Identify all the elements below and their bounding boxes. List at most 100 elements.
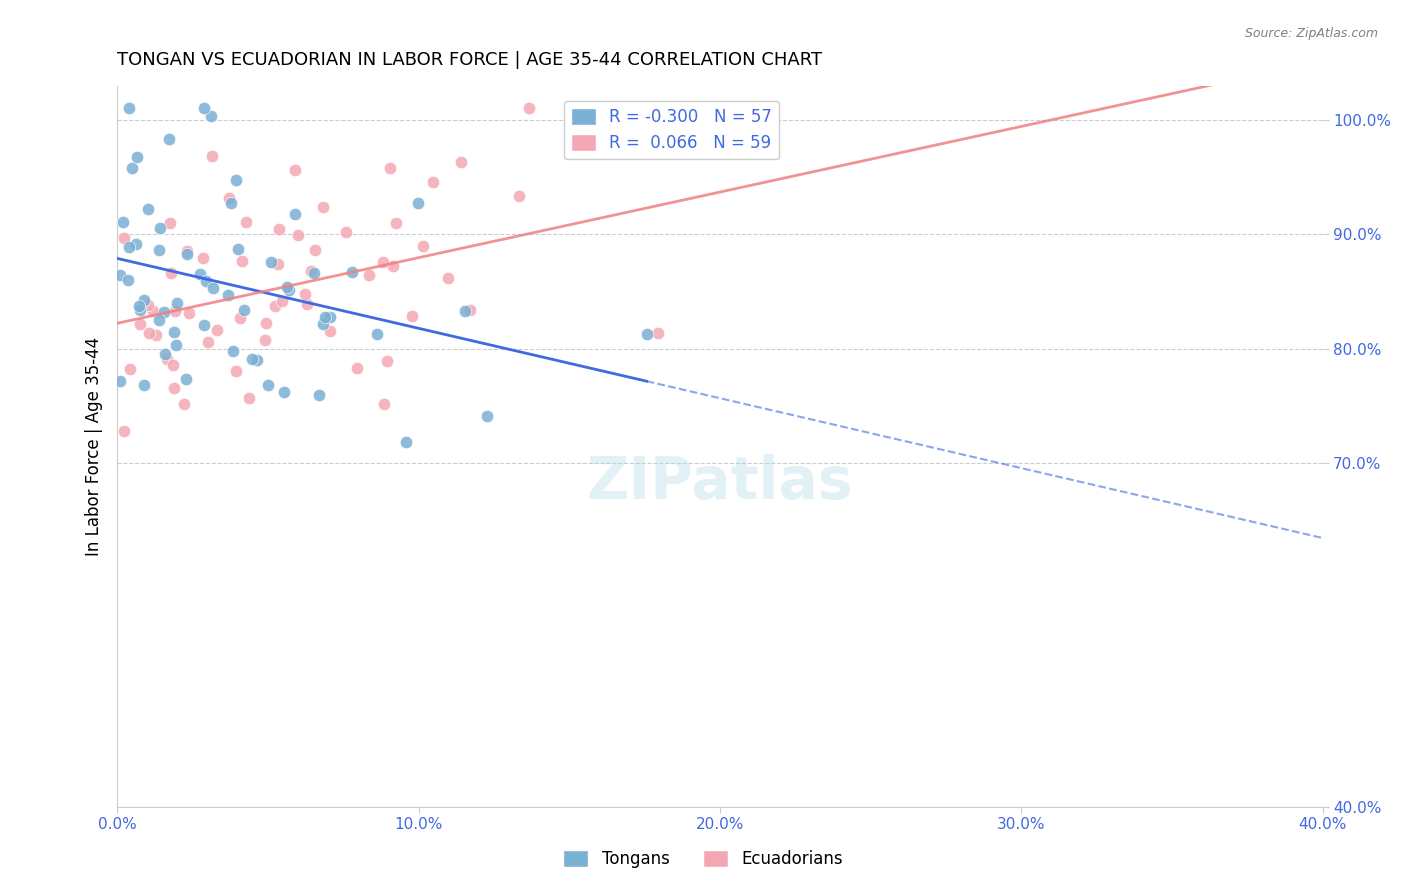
Ecuadorians xyxy=(304,243,326,257)
Ecuadorians xyxy=(112,230,135,244)
Ecuadorians xyxy=(160,266,183,280)
Tongans xyxy=(308,388,330,402)
Ecuadorians xyxy=(176,244,198,259)
Ecuadorians xyxy=(218,191,240,205)
Tongans xyxy=(319,310,342,324)
Ecuadorians xyxy=(378,161,401,175)
Tongans xyxy=(117,102,139,116)
Ecuadorians xyxy=(159,216,181,230)
Ecuadorians xyxy=(138,326,160,341)
Ecuadorians xyxy=(142,303,165,318)
Tongans xyxy=(217,288,239,302)
Tongans xyxy=(200,109,222,123)
Ecuadorians xyxy=(357,268,380,282)
Tongans xyxy=(195,274,218,288)
Ecuadorians xyxy=(371,255,394,269)
Ecuadorians xyxy=(118,362,141,376)
Tongans xyxy=(148,313,170,327)
Ecuadorians xyxy=(422,175,444,189)
Tongans xyxy=(222,343,245,358)
Ecuadorians xyxy=(229,310,252,325)
Ecuadorians xyxy=(231,253,253,268)
Ecuadorians xyxy=(437,271,460,285)
Tongans xyxy=(136,202,159,216)
Ecuadorians xyxy=(287,227,309,242)
Tongans xyxy=(284,207,307,221)
Ecuadorians xyxy=(335,225,357,239)
Ecuadorians xyxy=(312,200,335,214)
Ecuadorians xyxy=(647,326,669,340)
Tongans xyxy=(366,327,388,342)
Legend: R = -0.300   N = 57, R =  0.066   N = 59: R = -0.300 N = 57, R = 0.066 N = 59 xyxy=(564,101,779,159)
Ecuadorians xyxy=(450,155,472,169)
Tongans xyxy=(225,173,247,187)
Ecuadorians xyxy=(225,364,247,378)
Ecuadorians xyxy=(173,397,195,411)
Tongans xyxy=(201,281,224,295)
Tongans xyxy=(408,196,430,211)
Tongans xyxy=(111,215,134,229)
Ecuadorians xyxy=(197,334,219,349)
Ecuadorians xyxy=(299,264,322,278)
Ecuadorians xyxy=(156,351,179,366)
Tongans xyxy=(108,268,131,282)
Ecuadorians xyxy=(264,300,287,314)
Ecuadorians xyxy=(284,163,307,178)
Tongans xyxy=(312,317,335,331)
Ecuadorians xyxy=(179,306,201,320)
Tongans xyxy=(232,303,254,318)
Text: TONGAN VS ECUADORIAN IN LABOR FORCE | AGE 35-44 CORRELATION CHART: TONGAN VS ECUADORIAN IN LABOR FORCE | AG… xyxy=(117,51,823,69)
Tongans xyxy=(152,305,174,319)
Ecuadorians xyxy=(412,238,434,252)
Tongans xyxy=(165,338,187,352)
Ecuadorians xyxy=(346,361,368,376)
Tongans xyxy=(273,385,295,400)
Y-axis label: In Labor Force | Age 35-44: In Labor Force | Age 35-44 xyxy=(86,336,103,556)
Tongans xyxy=(221,196,243,211)
Ecuadorians xyxy=(266,257,288,271)
Tongans xyxy=(149,221,172,235)
Tongans xyxy=(240,351,263,366)
Tongans xyxy=(121,161,143,175)
Ecuadorians xyxy=(401,309,423,323)
Tongans xyxy=(125,150,148,164)
Ecuadorians xyxy=(254,316,277,330)
Tongans xyxy=(454,304,477,318)
Ecuadorians xyxy=(253,333,276,347)
Tongans xyxy=(128,299,150,313)
Ecuadorians xyxy=(385,216,408,230)
Tongans xyxy=(636,326,658,341)
Ecuadorians xyxy=(193,252,215,266)
Ecuadorians xyxy=(508,189,530,203)
Ecuadorians xyxy=(269,222,291,236)
Ecuadorians xyxy=(163,304,186,318)
Tongans xyxy=(124,236,146,251)
Tongans xyxy=(162,325,184,339)
Ecuadorians xyxy=(207,323,229,337)
Tongans xyxy=(260,255,283,269)
Tongans xyxy=(475,409,498,423)
Tongans xyxy=(193,318,215,332)
Ecuadorians xyxy=(294,287,316,301)
Tongans xyxy=(257,378,280,392)
Tongans xyxy=(304,266,326,280)
Ecuadorians xyxy=(145,327,167,342)
Ecuadorians xyxy=(519,102,541,116)
Tongans xyxy=(395,434,418,449)
Ecuadorians xyxy=(373,397,395,411)
Tongans xyxy=(148,243,170,257)
Tongans xyxy=(314,310,336,324)
Tongans xyxy=(132,293,155,308)
Ecuadorians xyxy=(136,298,159,312)
Ecuadorians xyxy=(375,354,398,368)
Tongans xyxy=(190,267,212,281)
Tongans xyxy=(193,102,215,116)
Tongans xyxy=(132,377,155,392)
Ecuadorians xyxy=(163,381,186,395)
Ecuadorians xyxy=(238,392,260,406)
Tongans xyxy=(157,132,180,146)
Legend: Tongans, Ecuadorians: Tongans, Ecuadorians xyxy=(557,843,849,875)
Ecuadorians xyxy=(112,424,135,438)
Ecuadorians xyxy=(271,293,294,308)
Tongans xyxy=(226,242,249,256)
